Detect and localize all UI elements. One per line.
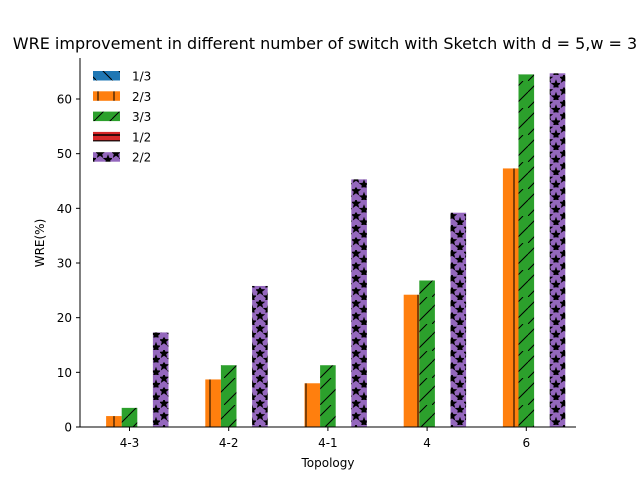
- bar-2-3-4-3: [106, 416, 122, 427]
- legend-item-2-2: 2/2: [93, 151, 151, 165]
- legend-item-2-3: 2/3: [93, 90, 151, 104]
- y-tick-label: 10: [57, 366, 72, 380]
- legend-swatch: [93, 71, 120, 81]
- bar-2-3-4-2: [205, 379, 221, 427]
- bar-2-2-4: [450, 212, 467, 427]
- legend-item-1-3: 1/3: [93, 70, 151, 84]
- bar-3-3-6: [518, 74, 535, 428]
- bar-2-2-4-1: [351, 179, 367, 427]
- y-tick-label: 40: [57, 202, 72, 216]
- y-tick-label: 30: [57, 257, 72, 271]
- y-tick-label: 60: [57, 93, 72, 107]
- legend-label: 1/2: [132, 130, 151, 144]
- y-tick-label: 0: [64, 421, 72, 435]
- bars-layer: [106, 73, 566, 428]
- bar-3-3-4-2: [220, 365, 237, 427]
- bar-2-2-6: [549, 73, 566, 427]
- bar-2-2-4-3: [152, 332, 169, 427]
- legend-item-1-2: 1/2: [93, 130, 151, 144]
- chart-title: WRE improvement in different number of s…: [13, 34, 637, 53]
- y-tick-label: 20: [57, 311, 72, 325]
- legend-label: 1/3: [132, 70, 151, 84]
- bar-2-3-6: [502, 168, 519, 427]
- legend-label: 2/3: [132, 90, 151, 104]
- y-tick-label: 50: [57, 147, 72, 161]
- x-tick-label: 4: [423, 436, 431, 450]
- legend-swatch: [93, 91, 120, 101]
- bar-2-3-4-1: [304, 383, 321, 427]
- legend-swatch: [93, 131, 120, 142]
- x-tick-label: 4-3: [120, 436, 140, 450]
- bar-3-3-4-1: [320, 365, 336, 427]
- legend-label: 3/3: [132, 110, 151, 124]
- x-axis-label: Topology: [301, 456, 355, 470]
- axes-layer: 0 10 20 30 40 50 60 4-3 4-2 4-1 4 6: [57, 58, 576, 450]
- x-tick-label: 4-1: [318, 436, 338, 450]
- bar-2-2-4-2: [252, 285, 268, 427]
- legend-label: 2/2: [132, 151, 151, 165]
- legend-swatch: [93, 152, 120, 162]
- y-axis-label: WRE(%): [33, 219, 47, 268]
- x-tick-label: 6: [522, 436, 530, 450]
- legend: 1/3 2/3 3/3 1/2 2/2: [93, 70, 151, 165]
- bar-3-3-4-3: [121, 407, 138, 427]
- bar-2-3-4: [403, 294, 420, 427]
- x-tick-label: 4-2: [219, 436, 239, 450]
- legend-swatch: [93, 111, 120, 122]
- bar-3-3-4: [419, 280, 435, 427]
- legend-item-3-3: 3/3: [93, 110, 151, 124]
